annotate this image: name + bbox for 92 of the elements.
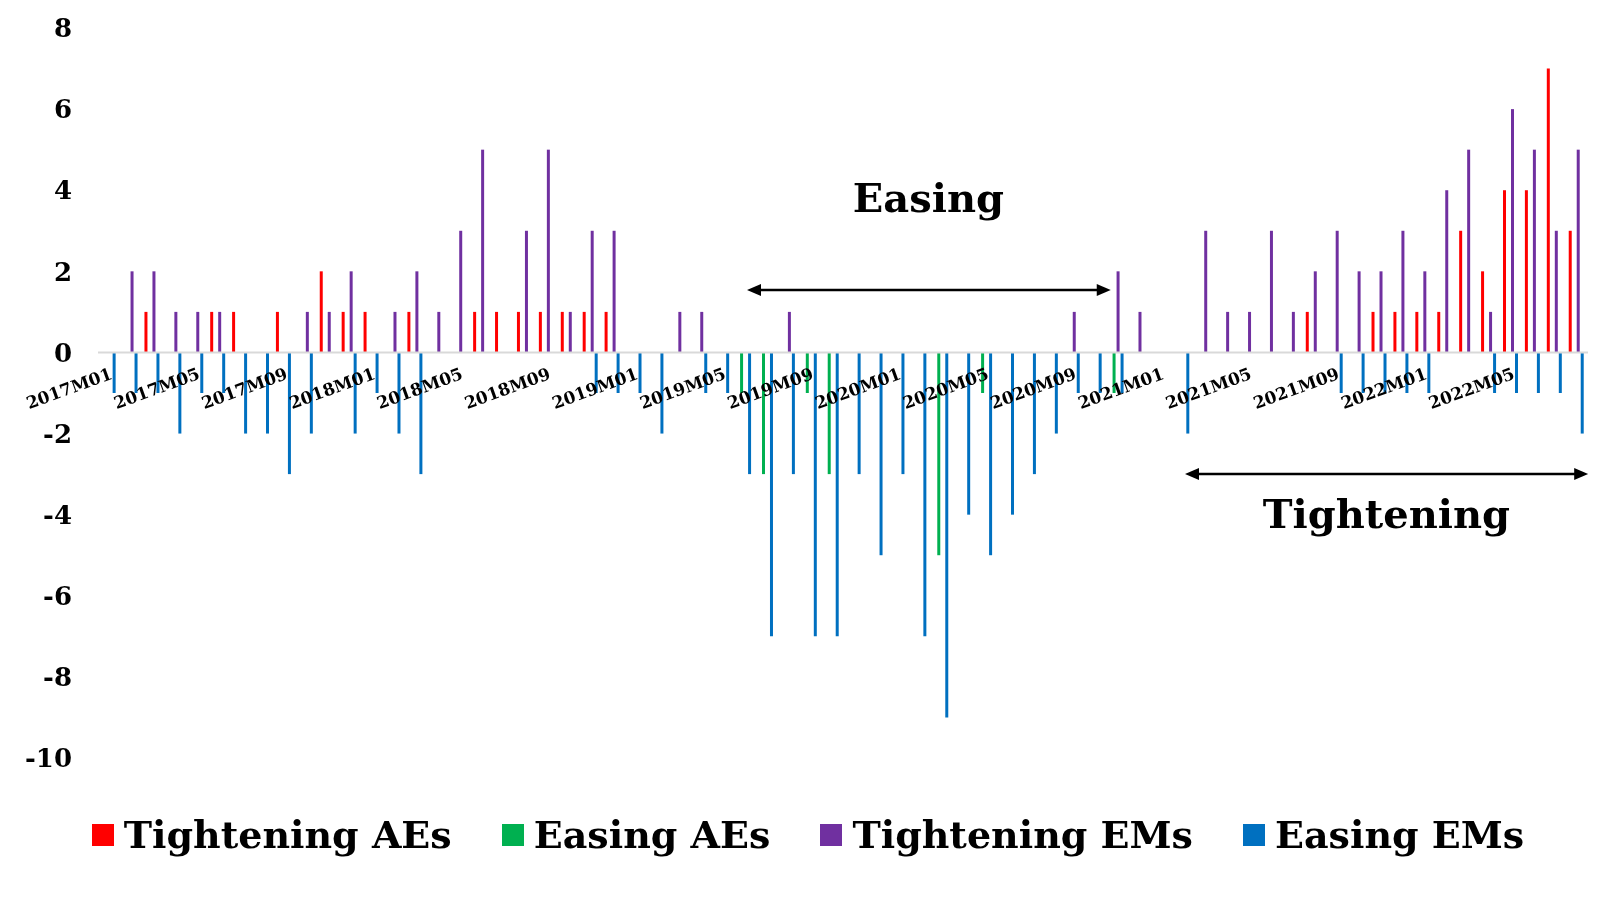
bar [349, 271, 353, 353]
bar [1554, 230, 1558, 353]
bar [495, 311, 499, 353]
y-tick-label: -6 [43, 581, 72, 612]
bar [1291, 311, 1295, 353]
bar [1481, 271, 1485, 353]
y-tick-label: 6 [53, 94, 72, 125]
y-tick-label: -2 [43, 418, 72, 449]
y-tick-label: 8 [53, 13, 72, 44]
bar [546, 149, 550, 353]
bar [1371, 311, 1375, 353]
legend-label: Tightening EMs [852, 812, 1193, 857]
bar [152, 271, 156, 353]
bar [1226, 311, 1230, 353]
bar [590, 230, 594, 353]
bar [1580, 352, 1584, 434]
bar [232, 311, 236, 353]
bar [196, 311, 200, 353]
bar [1415, 311, 1419, 353]
y-tick-label: 0 [53, 337, 72, 368]
bar [305, 311, 309, 353]
bar [459, 230, 463, 353]
bar [393, 311, 397, 353]
bar [473, 311, 477, 353]
bar [327, 311, 331, 353]
bar [612, 230, 616, 353]
bar [415, 271, 419, 353]
bar [1467, 149, 1471, 353]
bar [1116, 271, 1120, 353]
bar [481, 149, 485, 353]
bar [1437, 311, 1441, 353]
y-tick-label: 4 [53, 175, 72, 206]
bar [1524, 190, 1528, 353]
bar [130, 271, 134, 353]
bar [1072, 311, 1076, 353]
bar [582, 311, 586, 353]
y-tick-label: -10 [25, 743, 72, 774]
annotation: Tightening [1262, 490, 1511, 538]
bar [210, 311, 214, 353]
bar [1401, 230, 1405, 353]
bar [1339, 352, 1343, 393]
legend-label: Easing AEs [533, 812, 771, 857]
bar [1568, 230, 1572, 353]
bar [1335, 230, 1339, 353]
bar [516, 311, 520, 353]
bar [813, 352, 817, 637]
bar [1502, 190, 1506, 353]
bar [218, 311, 222, 353]
bar [1536, 352, 1540, 393]
bar [319, 271, 323, 353]
bar [700, 311, 704, 353]
bar [287, 352, 291, 475]
bar [174, 311, 178, 353]
bar [524, 230, 528, 353]
legend-label: Easing EMs [1274, 812, 1525, 857]
bar [1423, 271, 1427, 353]
y-tick-label: -8 [43, 662, 72, 693]
bar [1532, 149, 1536, 353]
bar [1138, 311, 1142, 353]
bar [538, 311, 542, 353]
bar [1248, 311, 1252, 353]
bar [560, 311, 564, 353]
bar [1510, 109, 1514, 353]
legend-label: Tightening AEs [123, 812, 452, 857]
annotation: Easing [852, 173, 1005, 221]
bar [363, 311, 367, 353]
bar [275, 311, 279, 353]
bar [1514, 352, 1518, 393]
bar [678, 311, 682, 353]
bar [407, 311, 411, 353]
bar [144, 311, 148, 353]
bar [1558, 352, 1562, 393]
bar [1305, 311, 1309, 353]
bar [568, 311, 572, 353]
bar [437, 311, 441, 353]
bar [1576, 149, 1580, 353]
bar [1357, 271, 1361, 353]
bar [341, 311, 345, 353]
bar [1379, 271, 1383, 353]
bar [1393, 311, 1397, 353]
bar [1489, 311, 1493, 353]
bar [1076, 352, 1080, 393]
bar [787, 311, 791, 353]
bar [1546, 68, 1550, 353]
bar [1313, 271, 1317, 353]
bar [1459, 230, 1463, 353]
y-tick-label: 2 [53, 256, 72, 287]
bar [1269, 230, 1273, 353]
bar [604, 311, 608, 353]
bar [1204, 230, 1208, 353]
bar [1445, 190, 1449, 353]
y-tick-label: -4 [43, 499, 72, 530]
